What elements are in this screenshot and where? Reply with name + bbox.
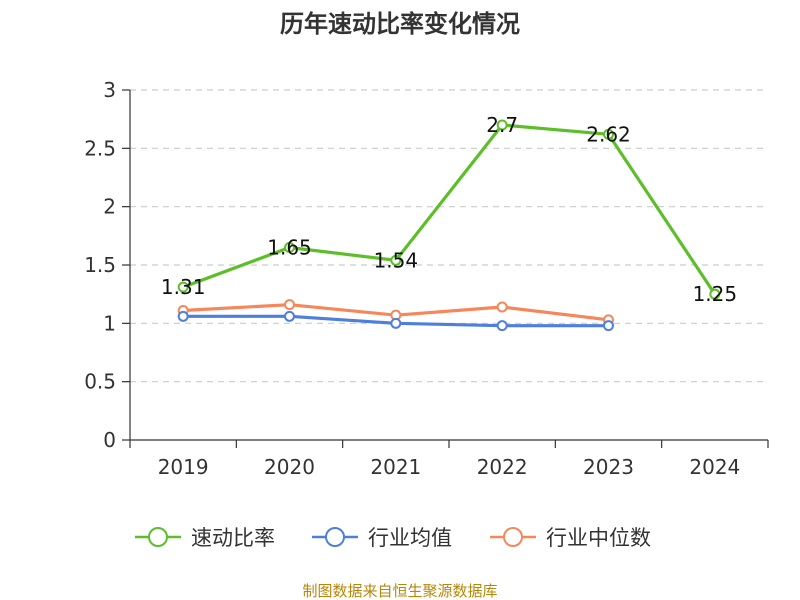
y-tick-label: 1.5 bbox=[84, 253, 116, 277]
series-0 bbox=[177, 119, 721, 300]
data-point bbox=[284, 242, 295, 253]
data-label: 1.54 bbox=[374, 248, 419, 272]
y-tick-label: 0.5 bbox=[84, 370, 116, 394]
data-point bbox=[496, 119, 508, 131]
legend-circle-icon bbox=[325, 527, 345, 547]
data-labels: 1.31 1.65 1.54 2.7 2.62 1.25 bbox=[161, 113, 737, 306]
legend-circle-icon bbox=[503, 527, 523, 547]
data-point bbox=[177, 281, 189, 293]
legend[interactable]: 速动比率 行业均值 行业中位数 bbox=[135, 526, 651, 550]
data-label: 2.62 bbox=[586, 122, 631, 146]
legend-label: 速动比率 bbox=[191, 526, 275, 550]
x-tick-label: 2020 bbox=[264, 455, 315, 479]
data-point bbox=[496, 320, 508, 332]
x-tick-label: 2022 bbox=[477, 455, 528, 479]
x-tick-label: 2023 bbox=[583, 455, 634, 479]
x-tick-label: 2024 bbox=[689, 455, 740, 479]
data-label: 2.7 bbox=[486, 113, 518, 137]
legend-label: 行业中位数 bbox=[546, 526, 651, 550]
x-tick-label: 2021 bbox=[370, 455, 421, 479]
y-tick-label: 2 bbox=[103, 195, 116, 219]
data-point bbox=[496, 301, 508, 313]
data-point bbox=[284, 299, 295, 311]
data-point bbox=[603, 320, 614, 332]
chart-title: 历年速动比率变化情况 bbox=[280, 10, 520, 38]
data-point bbox=[709, 288, 721, 300]
grid-lines bbox=[130, 89, 768, 383]
series-line bbox=[182, 123, 717, 296]
data-point bbox=[177, 310, 189, 322]
y-tick-label: 0 bbox=[103, 428, 116, 452]
series-1 bbox=[177, 310, 614, 332]
series-lines bbox=[177, 119, 721, 332]
y-tick-label: 3 bbox=[103, 78, 116, 102]
source-note: 制图数据来自恒生聚源数据库 bbox=[302, 582, 497, 600]
data-point bbox=[390, 317, 402, 329]
data-point bbox=[603, 128, 614, 140]
data-point bbox=[284, 310, 295, 322]
y-tick-label: 1 bbox=[103, 311, 116, 335]
legend-item-2[interactable]: 行业中位数 bbox=[490, 526, 651, 550]
data-label: 1.25 bbox=[693, 282, 738, 306]
legend-item-0[interactable]: 速动比率 bbox=[135, 526, 275, 550]
legend-circle-icon bbox=[148, 527, 168, 547]
data-label: 1.31 bbox=[161, 275, 206, 299]
legend-item-1[interactable]: 行业均值 bbox=[312, 526, 452, 550]
legend-label: 行业均值 bbox=[368, 526, 452, 550]
axes: 0 0.5 1 1.5 2 2.5 3 2019 2020 2021 2022 2023 2024 bbox=[84, 78, 769, 479]
data-label: 1.65 bbox=[267, 236, 312, 260]
y-tick-label: 2.5 bbox=[84, 136, 116, 160]
x-tick-label: 2019 bbox=[158, 455, 209, 479]
data-point bbox=[390, 254, 402, 266]
